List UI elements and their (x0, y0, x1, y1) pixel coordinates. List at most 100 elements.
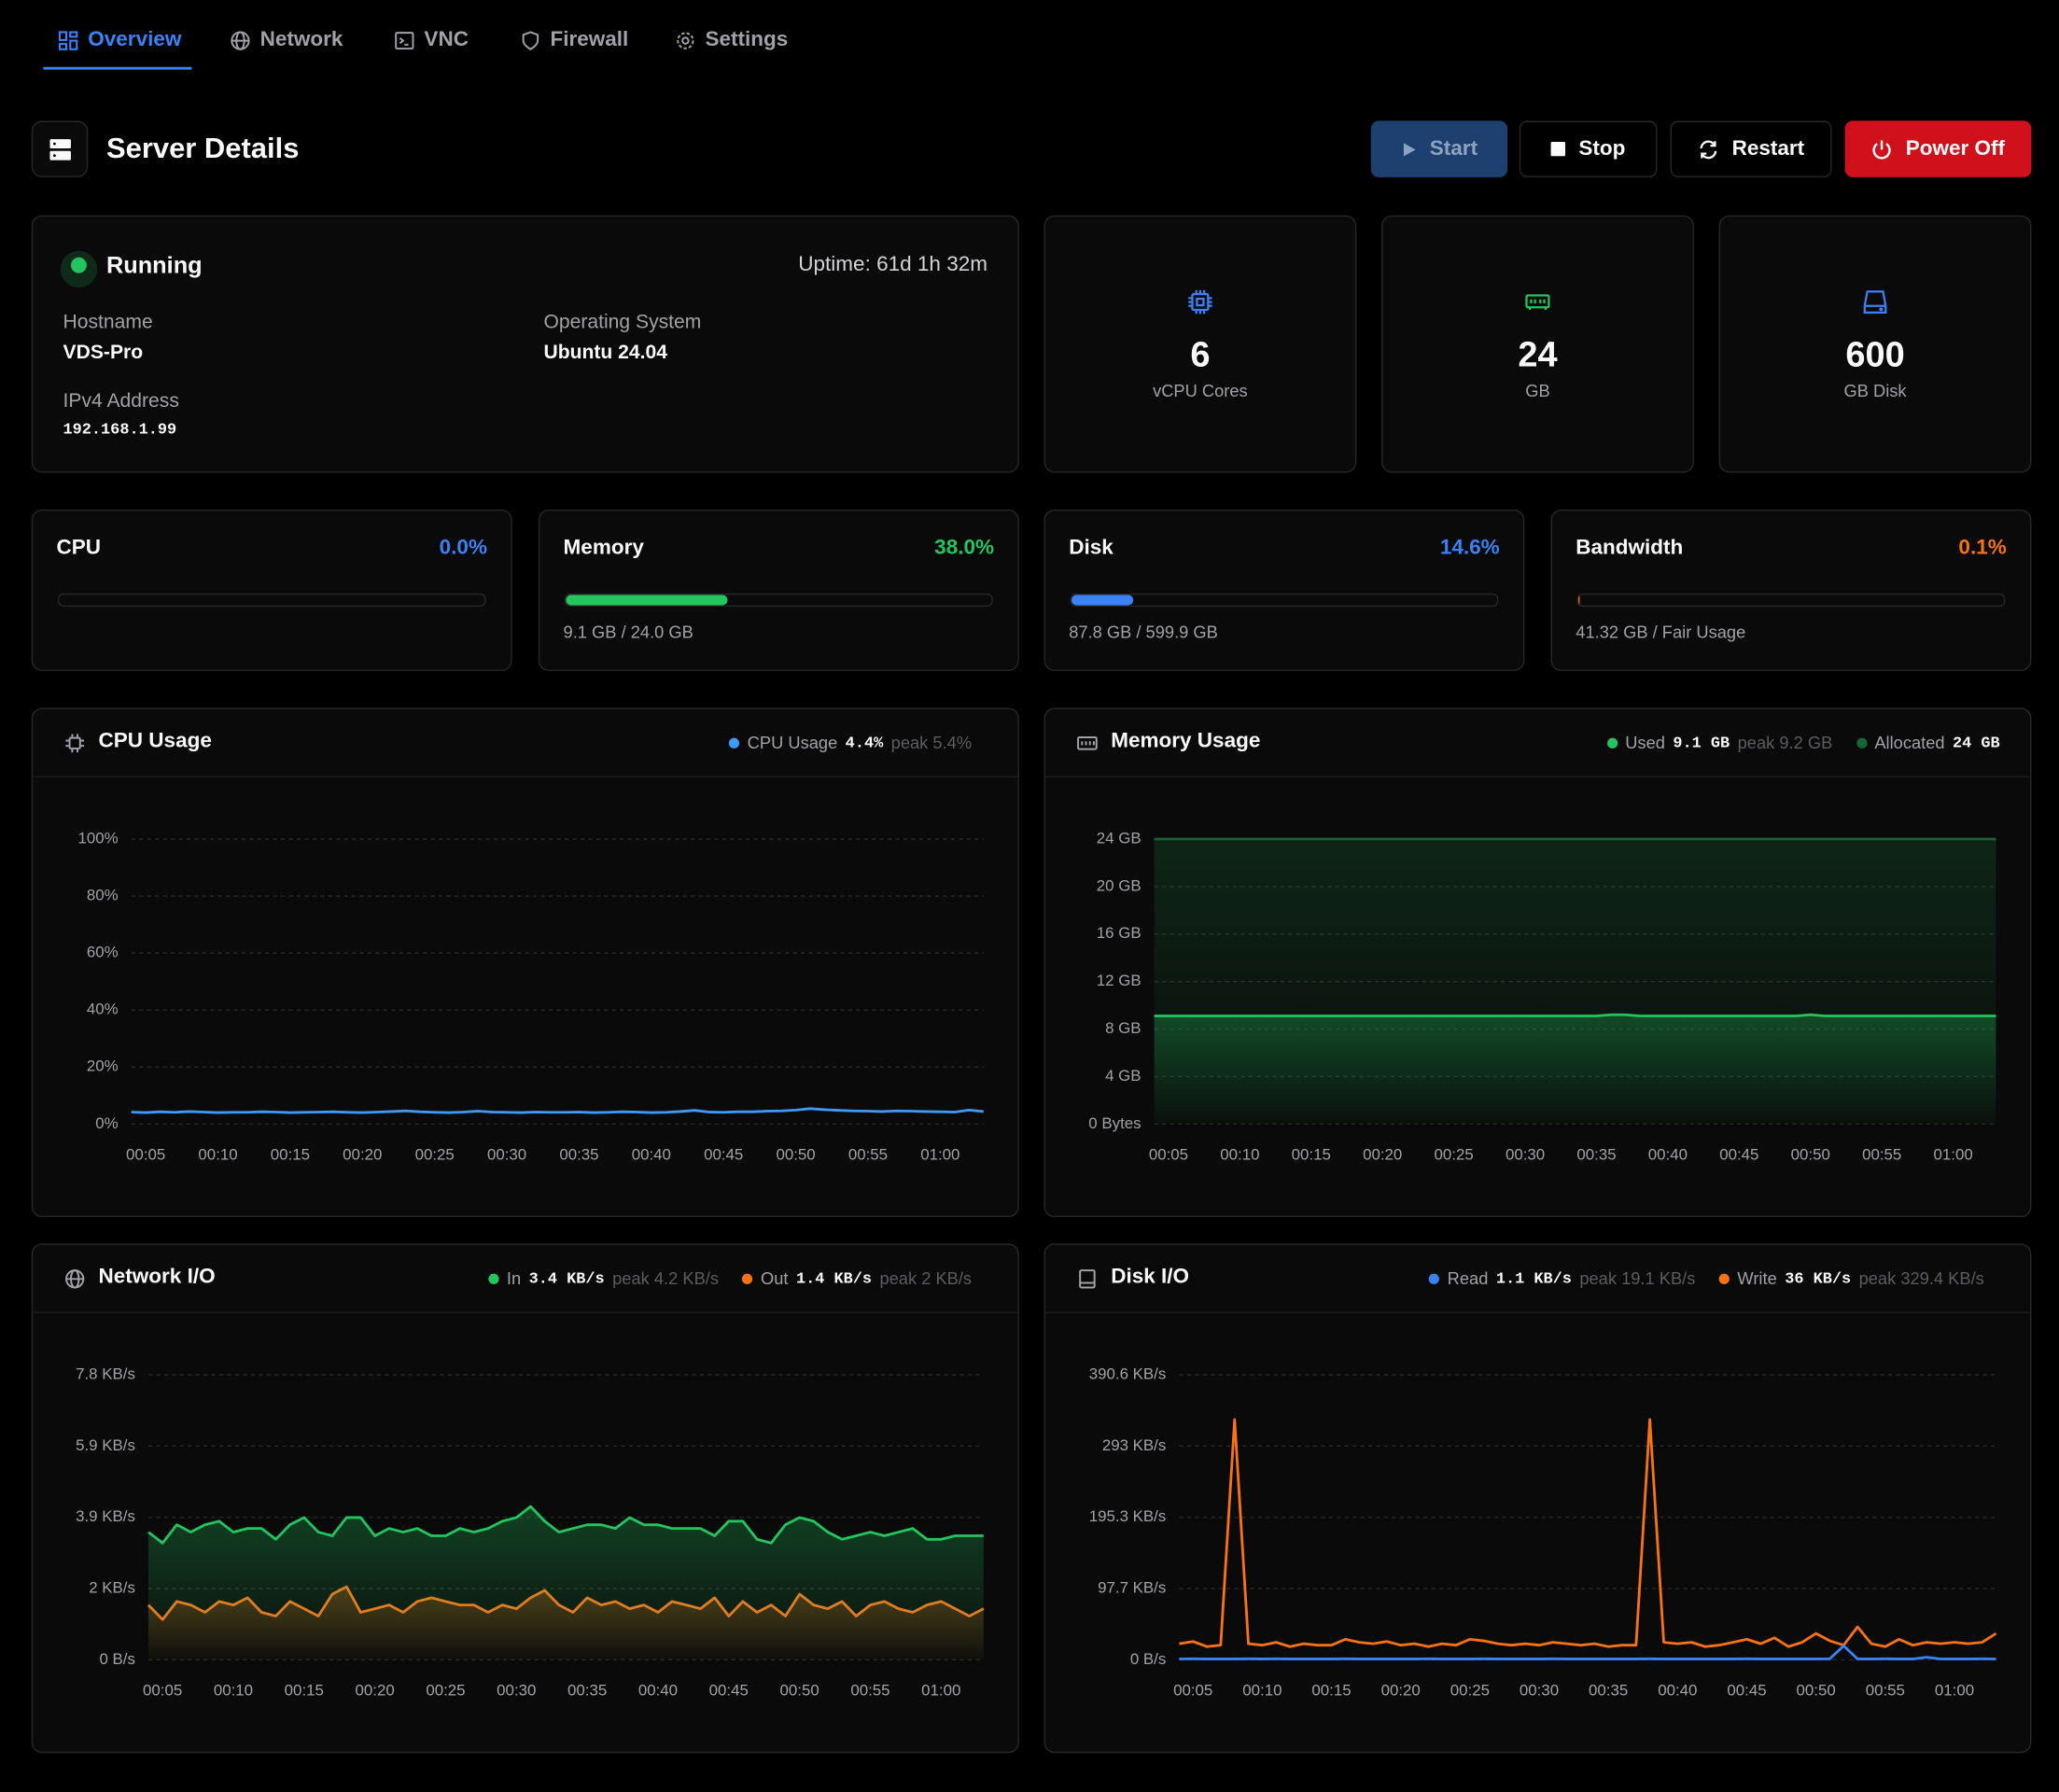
legend-dot (728, 736, 740, 749)
usage-card: CPU 0.0% (31, 509, 512, 671)
y-tick-label: 16 GB (1097, 924, 1142, 942)
y-tick-label: 0% (95, 1114, 118, 1132)
x-tick-label: 00:30 (497, 1682, 536, 1700)
legend-current: 36 KB/s (1785, 1268, 1852, 1288)
spec-value: 24 (1518, 334, 1558, 374)
tab[interactable]: VNC (394, 26, 469, 55)
field-label: IPv4 Address (63, 389, 179, 413)
stop-button[interactable]: Stop (1519, 120, 1658, 177)
button-label: Stop (1578, 137, 1626, 160)
tab-label: Overview (88, 28, 182, 51)
field-value: 192.168.1.99 (63, 420, 177, 439)
uptime: Uptime: 61d 1h 32m (798, 253, 987, 276)
x-tick-label: 00:30 (1520, 1682, 1559, 1700)
chart-separator (33, 776, 1018, 777)
x-tick-label: 00:55 (848, 1146, 888, 1164)
x-tick-label: 00:10 (1220, 1146, 1259, 1164)
usage-percent: 14.6% (1439, 537, 1500, 560)
spec-card: 6 vCPU Cores (1044, 215, 1357, 473)
x-tick-label: 00:05 (1149, 1146, 1188, 1164)
tab[interactable]: Overview (58, 26, 181, 55)
y-tick-label: 80% (87, 887, 119, 904)
usage-card: Disk 14.6% 87.8 GB / 599.9 GB (1044, 509, 1525, 671)
x-tick-label: 00:55 (1862, 1146, 1901, 1164)
legend-peak: peak 5.4% (890, 733, 973, 753)
x-tick-label: 00:30 (487, 1146, 526, 1164)
usage-track (1070, 593, 1499, 607)
field-value: Ubuntu 24.04 (543, 341, 667, 364)
x-tick-label: 00:15 (1311, 1682, 1351, 1700)
y-tick-label: 3.9 KB/s (76, 1507, 135, 1525)
usage-detail: 87.8 GB / 599.9 GB (1069, 622, 1218, 642)
legend-peak: peak 329.4 KB/s (1858, 1268, 1984, 1289)
field-label: Hostname (63, 311, 153, 334)
x-tick-label: 00:05 (126, 1146, 165, 1164)
legend-name: Write (1737, 1268, 1777, 1289)
usage-track (57, 593, 486, 607)
tab[interactable]: Network (230, 26, 343, 55)
legend: In 3.4 KB/s peak 4.2 KB/s Out 1.4 KB/s peak 2… (488, 1268, 987, 1288)
x-tick-label: 01:00 (1934, 1146, 1973, 1164)
legend-dot (1856, 736, 1867, 749)
chart-card: Network I/O In 3.4 KB/s peak 4.2 KB/s Out 1.4… (31, 1243, 1019, 1754)
y-tick-label: 390.6 KB/s (1089, 1365, 1167, 1382)
y-tick-label: 40% (87, 1001, 119, 1018)
button-label: Start (1429, 137, 1478, 160)
y-tick-label: 2 KB/s (89, 1578, 135, 1596)
x-tick-label: 00:25 (426, 1682, 465, 1700)
x-tick-label: 00:35 (567, 1682, 607, 1700)
usage-percent: 38.0% (934, 537, 995, 560)
x-tick-label: 00:25 (415, 1146, 455, 1164)
usage-percent: 0.0% (439, 537, 487, 560)
x-tick-label: 00:20 (1381, 1682, 1421, 1700)
x-tick-label: 00:25 (1435, 1146, 1474, 1164)
chart-icon (1079, 1269, 1096, 1289)
usage-track (564, 593, 993, 607)
y-tick-label: 97.7 KB/s (1098, 1578, 1166, 1596)
legend-dot (1606, 736, 1618, 749)
tab-label: Settings (705, 28, 789, 51)
y-tick-label: 60% (87, 944, 119, 961)
legend: Read 1.1 KB/s peak 19.1 KB/s Write 36 KB/s pe… (1428, 1268, 2000, 1289)
legend-name: In (506, 1268, 522, 1289)
tab[interactable]: Firewall (520, 26, 628, 55)
usage-card: Bandwidth 0.1% 41.32 GB / Fair Usage (1550, 509, 2032, 671)
chart-card: Disk I/O Read 1.1 KB/s peak 19.1 KB/s Write 3… (1044, 1243, 2032, 1754)
chart-icon (65, 1269, 85, 1289)
chart-icon (1077, 735, 1098, 750)
x-tick-label: 00:10 (214, 1682, 253, 1700)
x-tick-label: 00:40 (632, 1146, 671, 1164)
status-dot (70, 257, 87, 273)
field-label: Operating System (543, 311, 702, 334)
power-off-button[interactable]: Power Off (1844, 120, 2032, 177)
y-tick-label: 24 GB (1097, 829, 1142, 847)
tab-label: VNC (424, 28, 469, 51)
chart-title: Disk I/O (1111, 1266, 1190, 1289)
legend-current: 3.4 KB/s (528, 1268, 605, 1288)
series-line (147, 1505, 984, 1545)
y-tick-label: 5.9 KB/s (76, 1436, 135, 1454)
x-tick-label: 00:45 (1727, 1682, 1766, 1700)
y-tick-label: 293 KB/s (1102, 1436, 1166, 1454)
restart-button[interactable]: Restart (1670, 120, 1832, 177)
legend: Used 9.1 GB peak 9.2 GB Allocated 24 GB (1606, 733, 2000, 752)
start-button[interactable]: Start (1370, 120, 1508, 177)
tab[interactable]: Settings (675, 26, 788, 55)
spec-label: GB Disk (1843, 380, 1907, 401)
series-line (1179, 1644, 1996, 1660)
legend-dot (742, 1272, 753, 1284)
x-tick-label: 00:10 (1242, 1682, 1282, 1700)
x-tick-label: 00:20 (356, 1682, 395, 1700)
x-tick-label: 01:00 (1935, 1682, 1974, 1700)
button-label: Power Off (1905, 137, 2006, 160)
x-tick-label: 00:35 (1589, 1682, 1628, 1700)
spec-value: 6 (1190, 334, 1211, 374)
y-tick-label: 8 GB (1105, 1019, 1141, 1037)
usage-name: Memory (563, 537, 644, 560)
usage-name: CPU (56, 537, 102, 560)
x-tick-label: 00:50 (776, 1146, 815, 1164)
y-tick-label: 0 Bytes (1088, 1114, 1141, 1132)
